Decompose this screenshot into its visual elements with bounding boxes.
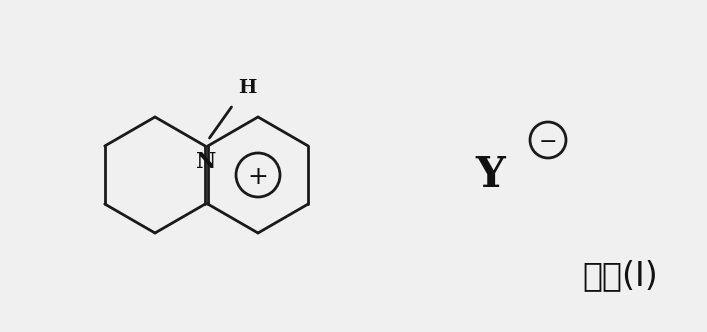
Text: Y: Y [475,154,505,196]
Text: H: H [238,79,257,97]
Text: +: + [247,165,269,190]
Text: −: − [539,132,557,152]
Text: N: N [197,151,216,173]
Text: 通式(I): 通式(I) [582,259,658,292]
